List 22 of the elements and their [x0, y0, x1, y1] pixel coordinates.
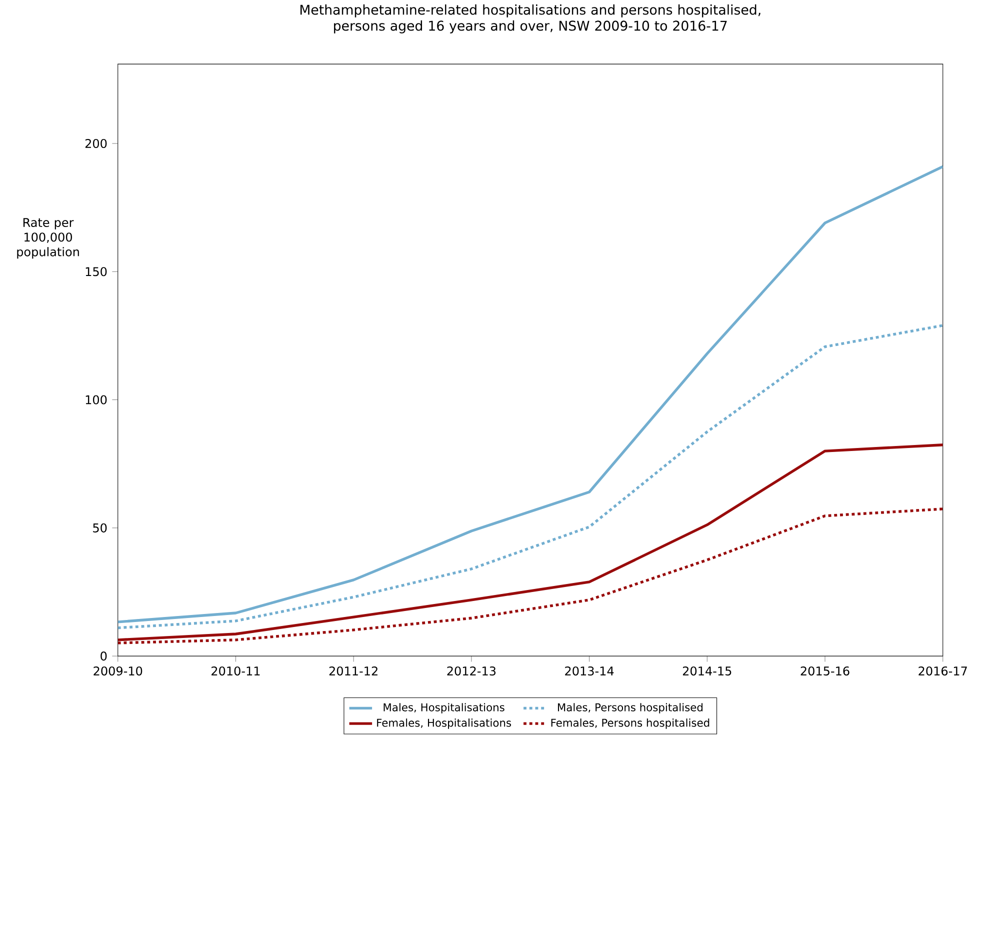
line-series — [118, 324, 943, 630]
x-tick-label: 2013-14 — [565, 666, 614, 676]
line-series — [118, 443, 943, 642]
x-tick-label: 2012-13 — [447, 666, 496, 676]
line-series — [118, 165, 943, 624]
x-tick-label: 2016-17 — [918, 666, 967, 676]
y-axis-title: Rate per 100,000 population — [17, 218, 79, 258]
legend-label: Males, Persons hospitalised — [558, 702, 702, 714]
x-tick-label: 2010-11 — [212, 666, 260, 676]
x-tick-label: 2015-16 — [800, 666, 850, 676]
chart-title: Methamphetamine-related hospitalisations and persons hospitalised, persons aged 16 years and over, NSW 2009-10 to 2016-17 — [300, 4, 760, 34]
x-tick-label: 2014-15 — [682, 666, 732, 676]
legend-label: Males, Hospitalisations — [384, 702, 504, 714]
legend-label: Females, Hospitalisations — [377, 718, 512, 729]
y-tick-label: 100 — [86, 395, 107, 404]
y-tick-label: 150 — [86, 266, 107, 276]
x-tick-label: 2011-12 — [329, 666, 378, 676]
y-tick-label: 200 — [85, 138, 107, 148]
x-tick-label: 2009-10 — [94, 666, 142, 676]
y-tick-label: 0 — [100, 651, 107, 660]
legend-label: Females, Persons hospitalised — [551, 718, 710, 729]
y-tick-label: 50 — [93, 523, 107, 532]
